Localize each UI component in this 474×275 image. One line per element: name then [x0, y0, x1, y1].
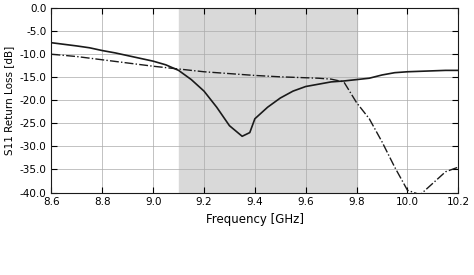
Adjusted prototype	[74, 44, 80, 48]
Adjusted prototype	[176, 69, 182, 72]
Adjusted prototype	[125, 54, 130, 57]
Simulation	[443, 170, 448, 174]
Adjusted prototype	[227, 124, 232, 127]
Simulation	[125, 61, 130, 65]
Simulation	[316, 76, 321, 80]
Simulation	[456, 166, 461, 169]
Adjusted prototype	[405, 70, 410, 73]
Simulation	[176, 67, 182, 71]
Adjusted prototype	[247, 131, 253, 134]
Adjusted prototype	[201, 89, 207, 93]
Simulation	[201, 70, 207, 73]
Simulation	[417, 193, 423, 196]
Bar	[179, 8, 356, 192]
Adjusted prototype	[303, 85, 309, 88]
Adjusted prototype	[214, 106, 219, 109]
Simulation	[74, 55, 80, 58]
Line: Simulation: Simulation	[52, 54, 458, 195]
Adjusted prototype	[443, 69, 448, 72]
Adjusted prototype	[150, 59, 156, 63]
Simulation	[150, 65, 156, 68]
Simulation	[49, 53, 55, 56]
Simulation	[366, 117, 372, 120]
Simulation	[430, 182, 436, 185]
Simulation	[277, 75, 283, 78]
Adjusted prototype	[430, 69, 436, 73]
Adjusted prototype	[87, 46, 92, 50]
Simulation	[100, 58, 105, 61]
Simulation	[328, 78, 334, 81]
Simulation	[252, 74, 258, 77]
Adjusted prototype	[290, 89, 296, 93]
Adjusted prototype	[366, 76, 372, 80]
Adjusted prototype	[137, 57, 143, 60]
Adjusted prototype	[316, 82, 321, 86]
Simulation	[379, 140, 385, 144]
Adjusted prototype	[354, 78, 359, 81]
Simulation	[341, 80, 346, 84]
Adjusted prototype	[328, 80, 334, 84]
Adjusted prototype	[239, 135, 245, 138]
Adjusted prototype	[189, 78, 194, 81]
X-axis label: Frequency [GHz]: Frequency [GHz]	[206, 213, 304, 226]
Adjusted prototype	[252, 117, 258, 120]
Y-axis label: S11 Return Loss [dB]: S11 Return Loss [dB]	[4, 46, 14, 155]
Adjusted prototype	[456, 69, 461, 72]
Simulation	[303, 76, 309, 79]
Adjusted prototype	[277, 96, 283, 100]
Adjusted prototype	[100, 49, 105, 52]
Adjusted prototype	[417, 70, 423, 73]
Simulation	[405, 189, 410, 192]
Simulation	[227, 72, 232, 75]
Simulation	[392, 166, 398, 169]
Line: Adjusted prototype: Adjusted prototype	[52, 43, 458, 136]
Adjusted prototype	[49, 41, 55, 44]
Adjusted prototype	[265, 106, 271, 109]
Adjusted prototype	[163, 63, 169, 67]
Simulation	[354, 101, 359, 104]
Adjusted prototype	[392, 71, 398, 74]
Adjusted prototype	[379, 73, 385, 77]
Adjusted prototype	[341, 79, 346, 82]
Adjusted prototype	[112, 51, 118, 54]
